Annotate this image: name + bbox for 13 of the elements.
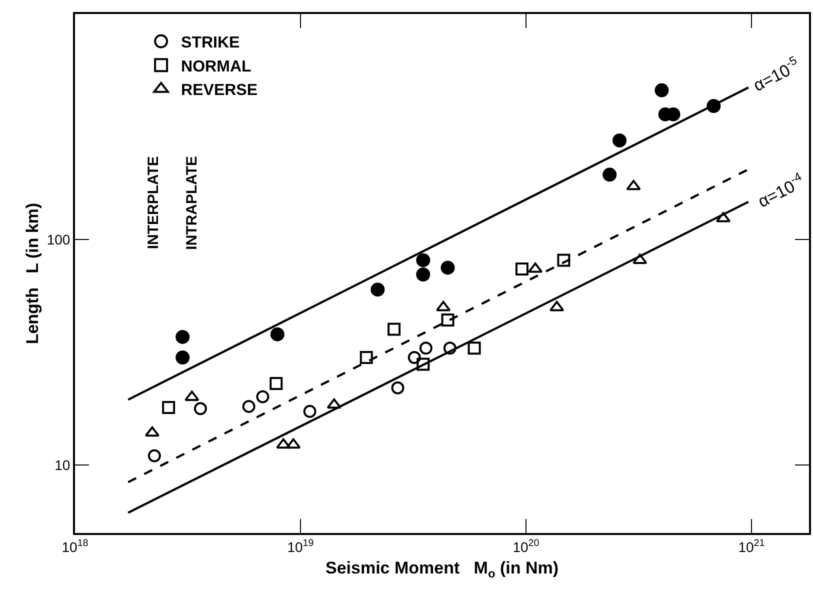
legend-label: STRIKE — [181, 34, 240, 52]
x-tick-label: 10$^{19}$ — [287, 538, 314, 555]
annotation: INTERPLATE — [144, 156, 162, 250]
legend-label: REVERSE — [181, 82, 258, 100]
x-tick-label: 10$^{20}$ — [512, 538, 540, 555]
x-tick-label: 10$^{21}$ — [738, 538, 765, 555]
x-axis-title: Seismic Moment M$_{o}$ (in Nm) — [325, 558, 559, 580]
y-tick-label: 10 — [54, 457, 70, 473]
y-axis-title: Length L (in km) — [22, 202, 42, 344]
annotation: INTRAPLATE — [184, 156, 201, 250]
y-tick-label: 100 — [46, 231, 70, 248]
x-tick-label: 10$^{18}$ — [62, 538, 89, 555]
legend-label: NORMAL — [181, 58, 252, 76]
